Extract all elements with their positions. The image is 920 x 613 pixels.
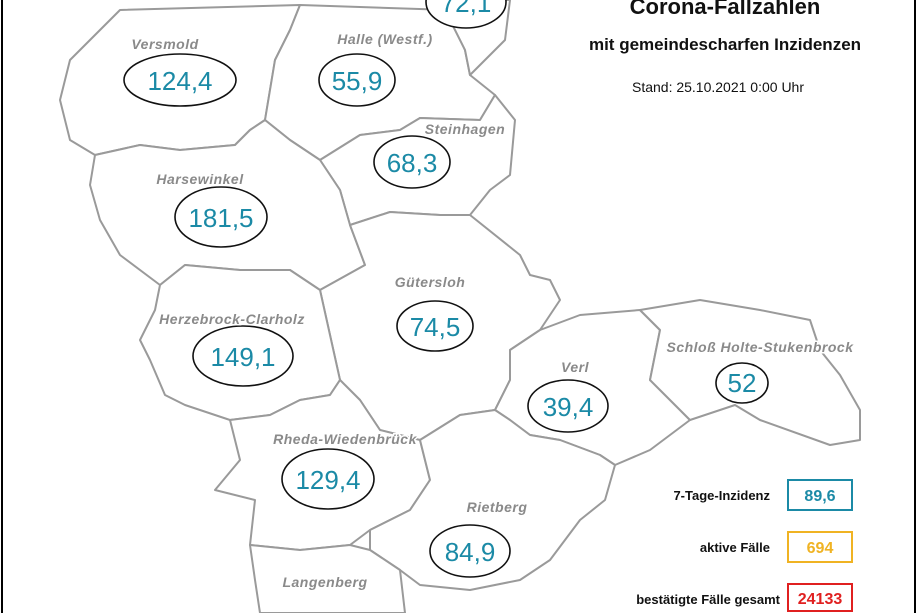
incidence-value: 68,3 (387, 148, 438, 178)
incidence-value: 39,4 (543, 392, 594, 422)
municipality-name: Herzebrock-Clarholz (159, 311, 305, 327)
value-oval (715, 362, 769, 404)
legend-box (787, 531, 853, 563)
value-oval (429, 524, 511, 578)
region (249, 544, 406, 613)
municipality-name: Schloß Holte-Stukenbrock (666, 339, 854, 355)
value-ovals (123, 0, 769, 578)
value-oval (318, 53, 396, 107)
municipality-name: Gütersloh (395, 274, 466, 290)
legend-value: 24133 (798, 591, 843, 608)
incidence-value: 74,5 (410, 312, 461, 342)
value-oval (373, 135, 451, 189)
municipality-name: Langenberg (282, 574, 367, 590)
legend-value: 89,6 (804, 488, 835, 505)
legend-value: 694 (807, 540, 834, 557)
municipality-name: Rietberg (467, 499, 528, 515)
incidence-value: 72,1 (441, 0, 492, 18)
incidence-value: 55,9 (332, 66, 383, 96)
value-oval (281, 448, 375, 510)
value-oval (192, 325, 294, 387)
municipality-name: Versmold (131, 36, 198, 52)
title: Corona-Fallzahlen (630, 0, 821, 19)
incidence-value: 84,9 (445, 537, 496, 567)
municipality-name: Verl (561, 359, 590, 375)
value-oval (425, 0, 507, 29)
municipality-name: Harsewinkel (156, 171, 244, 187)
incidence-value: 181,5 (188, 203, 253, 233)
legend-label: bestätigte Fälle gesamt (636, 592, 780, 607)
legend-label: 7-Tage-Inzidenz (673, 488, 770, 503)
value-oval (123, 53, 237, 107)
municipality-name: Halle (Westf.) (337, 31, 432, 47)
municipality-name: Steinhagen (425, 121, 505, 137)
incidence-value: 129,4 (295, 465, 360, 495)
subtitle: mit gemeindescharfen Inzidenzen (589, 35, 861, 54)
municipality-name: Rheda-Wiedenbrück (273, 431, 417, 447)
incidence-value: 124,4 (147, 66, 212, 96)
legend-box (787, 479, 853, 511)
value-oval (527, 379, 609, 433)
incidence-value: 52 (728, 368, 757, 398)
legend-box (787, 583, 853, 612)
date: Stand: 25.10.2021 0:00 Uhr (632, 79, 804, 95)
value-oval (174, 186, 268, 248)
incidence-value: 149,1 (210, 342, 275, 372)
legend-label: aktive Fälle (700, 540, 770, 555)
value-oval (396, 300, 474, 352)
